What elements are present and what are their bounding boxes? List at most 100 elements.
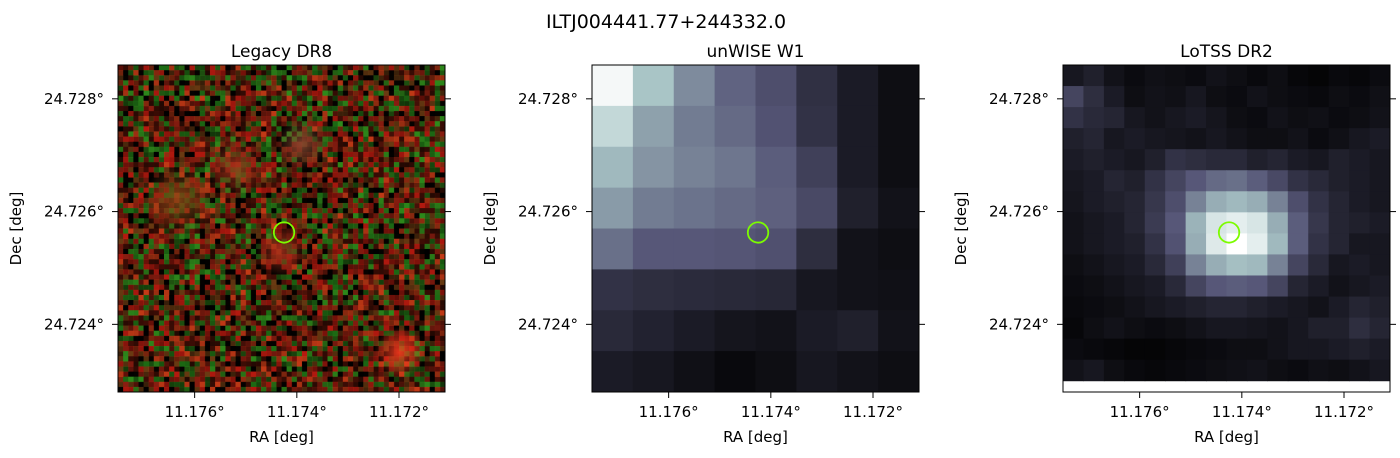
image-pixel — [1369, 149, 1390, 171]
image-pixel — [1349, 170, 1371, 192]
image-pixel — [1144, 296, 1166, 319]
image-pixel — [878, 310, 919, 352]
image-pixel — [1349, 359, 1371, 382]
image-pixel — [1246, 107, 1268, 129]
image-pixel — [1287, 191, 1309, 213]
image-pixel — [632, 351, 675, 392]
image-pixel — [1124, 275, 1146, 298]
image-pixel — [1308, 275, 1330, 298]
image-pixel — [1165, 254, 1187, 276]
image-pixel — [1063, 296, 1084, 319]
image-pixel — [1226, 233, 1248, 255]
image-pixel — [1308, 317, 1330, 340]
source-blob — [204, 135, 267, 198]
image-pixel — [714, 187, 757, 230]
source-blob — [255, 225, 308, 277]
panel-image — [1063, 65, 1390, 392]
image-pixel — [1103, 191, 1125, 213]
image-pixel — [1206, 149, 1227, 171]
image-pixel — [1124, 359, 1146, 382]
image-pixel — [1144, 338, 1166, 361]
image-pixel — [1206, 275, 1227, 298]
image-pixel — [1226, 212, 1248, 234]
image-pixel — [1369, 317, 1390, 340]
image-pixel — [1308, 359, 1330, 382]
image-pixel — [1063, 191, 1084, 213]
panel-title: LoTSS DR2 — [1180, 42, 1273, 62]
image-pixel — [1349, 233, 1371, 255]
panel-title: unWISE W1 — [707, 42, 805, 62]
image-pixel — [837, 105, 879, 148]
image-pixel — [1369, 275, 1390, 298]
image-pixel — [632, 269, 675, 311]
image-pixel — [1124, 149, 1146, 171]
image-pixel — [1369, 338, 1390, 361]
image-pixel — [673, 310, 716, 352]
image-pixel — [755, 65, 797, 107]
x-tick-label: 11.176° — [165, 403, 225, 421]
image-pixel — [1308, 65, 1330, 87]
image-pixel — [592, 65, 634, 107]
x-tick-label: 11.172° — [1314, 403, 1374, 421]
image-pixel — [1287, 317, 1309, 340]
source-blob — [143, 164, 216, 237]
image-pixel — [1369, 107, 1390, 129]
image-pixel — [592, 351, 634, 392]
image-pixel — [1144, 191, 1166, 213]
image-pixel — [1165, 149, 1187, 171]
image-pixel — [1349, 317, 1371, 340]
image-pixel — [1083, 170, 1105, 192]
image-pixel — [673, 351, 716, 392]
image-pixel — [1083, 107, 1105, 129]
image-pixel — [1246, 254, 1268, 276]
image-pixel — [1226, 65, 1248, 87]
image-pixel — [592, 187, 634, 230]
image-pixel — [1165, 170, 1187, 192]
image-pixel — [1185, 191, 1207, 213]
y-tick-label: 24.728° — [989, 90, 1049, 108]
image-pixel — [1165, 359, 1187, 382]
image-pixel — [1144, 254, 1166, 276]
image-pixel — [1165, 233, 1187, 255]
image-pixel — [1063, 149, 1084, 171]
image-pixel — [1349, 338, 1371, 361]
image-pixel — [714, 105, 757, 148]
image-pixel — [1287, 254, 1309, 276]
image-pixel — [1185, 212, 1207, 234]
image-pixel — [1083, 338, 1105, 361]
image-pixel — [1369, 128, 1390, 150]
x-axis-label: RA [deg] — [249, 428, 314, 446]
image-pixel — [1206, 170, 1227, 192]
image-pixel — [673, 105, 716, 148]
image-pixel — [755, 146, 797, 189]
image-pixel — [1103, 128, 1125, 150]
image-pixel — [1246, 212, 1268, 234]
image-pixel — [1246, 359, 1268, 382]
image-pixel — [1165, 212, 1187, 234]
image-pixel — [1226, 254, 1248, 276]
image-pixel — [1226, 128, 1248, 150]
image-pixel — [1063, 86, 1084, 108]
image-pixel — [1369, 359, 1390, 382]
image-pixel — [592, 146, 634, 189]
image-pixel — [796, 228, 838, 270]
image-pixel — [1124, 86, 1146, 108]
panel-image — [118, 65, 445, 392]
image-pixel — [878, 351, 919, 392]
image-pixel — [714, 269, 757, 311]
target-marker — [1217, 221, 1241, 244]
image-pixel — [1165, 128, 1187, 150]
image-pixel — [1103, 338, 1125, 361]
image-pixel — [1206, 191, 1227, 213]
image-pixel — [1267, 275, 1289, 298]
image-pixel — [1063, 275, 1084, 298]
image-pixel — [1185, 65, 1207, 87]
x-tick-label: 11.174° — [1212, 403, 1272, 421]
image-pixel — [1083, 359, 1105, 382]
image-pixel — [878, 65, 919, 107]
image-pixel — [1226, 107, 1248, 129]
image-pixel — [1206, 317, 1227, 340]
image-pixel — [1369, 212, 1390, 234]
image-pixel — [714, 146, 757, 189]
